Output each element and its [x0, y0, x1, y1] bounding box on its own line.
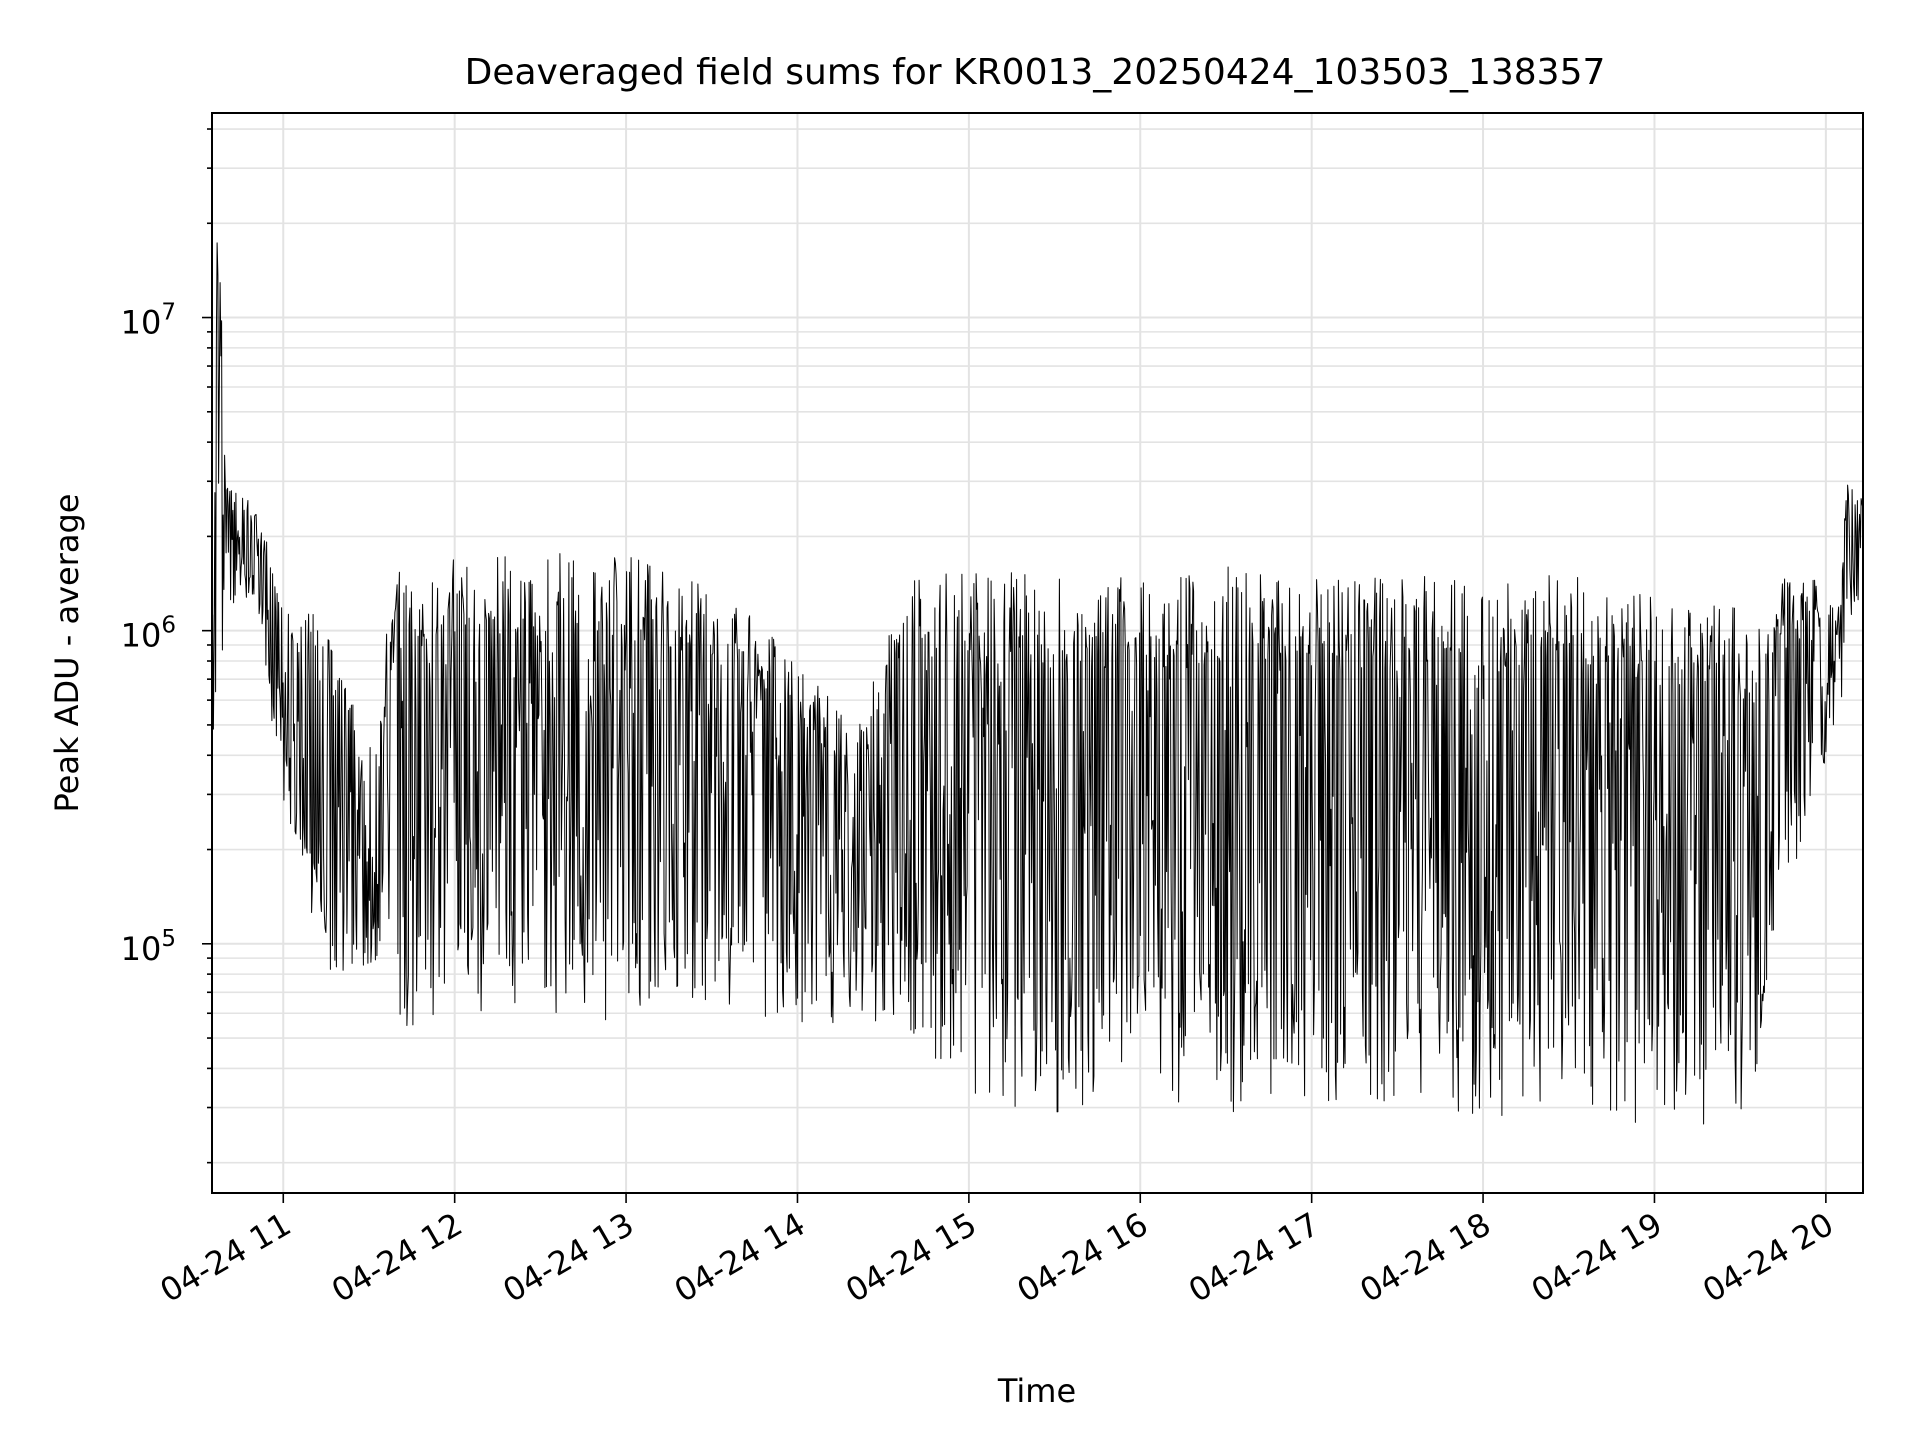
chart-title: Deaveraged field sums for KR0013_2025042…	[465, 52, 1606, 93]
y-axis: 105 106 107	[121, 128, 212, 1164]
plot-frame	[211, 112, 1864, 1194]
series-line	[211, 242, 1864, 1125]
y-tick-label: 106	[121, 613, 176, 655]
y-tick-label: 107	[121, 300, 176, 342]
x-axis-label: Time	[997, 1372, 1076, 1410]
series	[211, 242, 1864, 1125]
y-tick-label: 105	[121, 926, 176, 968]
y-axis-label: Peak ADU - average	[48, 494, 86, 813]
